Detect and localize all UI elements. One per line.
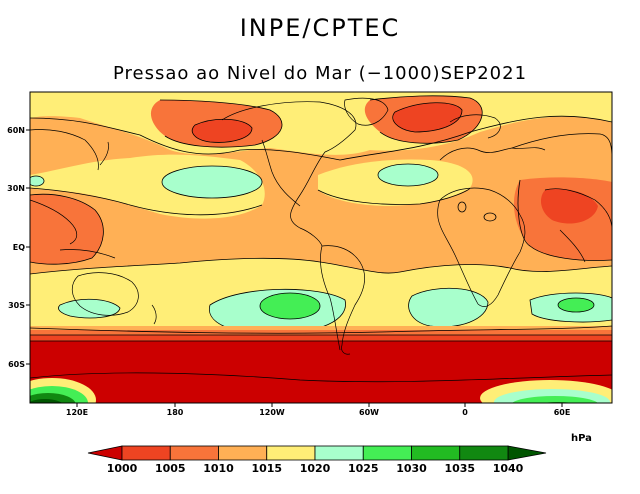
map-title: Pressao ao Nivel do Mar (−1000)SEP2021 <box>112 63 528 84</box>
colorbar-swatch <box>266 445 316 461</box>
colorbar-level-label: 1030 <box>396 462 427 475</box>
coastlines <box>30 97 612 383</box>
colorbar-left-triangle <box>87 445 123 461</box>
lon-tick-label: 120W <box>259 408 285 417</box>
colorbar-level-label: 1010 <box>203 462 234 475</box>
colorbar-swatch <box>459 445 509 461</box>
lon-tick-label: 180 <box>167 408 184 417</box>
colorbar-level-label: 1015 <box>251 462 282 475</box>
lon-tick-label: 0 <box>462 408 468 417</box>
lat-tick-label: 30N <box>7 184 25 193</box>
colorbar-swatch <box>362 445 412 461</box>
pressure-field <box>30 92 612 403</box>
colorbar-level-label: 1035 <box>444 462 475 475</box>
lat-tick-label: 60S <box>8 360 25 369</box>
lon-tick-label: 60E <box>554 408 571 417</box>
colorbar-level-label: 1025 <box>348 462 379 475</box>
org-title: INPE/CPTEC <box>239 14 401 42</box>
colorbar-level-label: 1005 <box>155 462 186 475</box>
colorbar-level-label: 1040 <box>493 462 524 475</box>
colorbar-swatch <box>314 445 364 461</box>
lat-tick-label: EQ <box>13 243 25 252</box>
colorbar-level-label: 1000 <box>107 462 138 475</box>
colorbar-right-triangle <box>507 445 547 461</box>
colorbar-swatch <box>169 445 219 461</box>
colorbar-level-label: 1020 <box>300 462 331 475</box>
lon-tick-label: 120E <box>66 408 88 417</box>
colorbar-swatch <box>218 445 268 461</box>
lon-axis: 120E 180 120W 60W 0 60E <box>66 403 570 417</box>
colorbar-swatch <box>411 445 461 461</box>
lat-tick-label: 60N <box>7 126 25 135</box>
colorbar-unit: hPa <box>571 433 592 444</box>
colorbar-swatch <box>121 445 171 461</box>
lat-tick-label: 30S <box>8 301 25 310</box>
lon-tick-label: 60W <box>359 408 379 417</box>
colorbar: 1000 1005 1010 1015 1020 1025 1030 1035 1040 <box>87 445 547 475</box>
lat-axis: 60N 30N EQ 30S 60S <box>7 126 30 369</box>
